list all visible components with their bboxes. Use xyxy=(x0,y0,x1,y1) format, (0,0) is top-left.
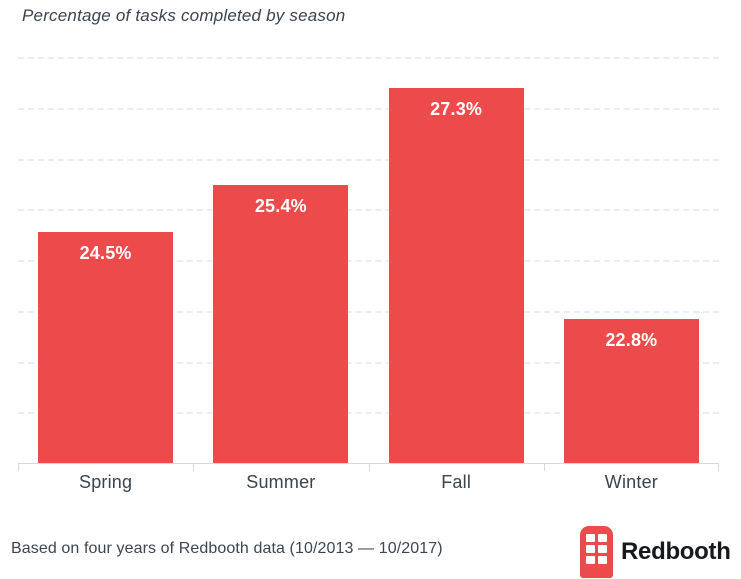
bar-value-label: 27.3% xyxy=(430,99,483,119)
bar-spring: 24.5% xyxy=(38,232,174,463)
gridline xyxy=(18,260,719,262)
bar-summer: 25.4% xyxy=(213,185,349,463)
x-axis-label-fall: Fall xyxy=(441,472,472,492)
bar-value-label: 24.5% xyxy=(79,243,132,263)
x-axis-labels: Spring Summer Fall Winter xyxy=(18,472,719,493)
gridline xyxy=(18,107,719,110)
bar-cell-winter: 22.8% xyxy=(544,57,719,463)
gridline xyxy=(18,158,719,161)
axis-tick xyxy=(718,463,719,471)
bar-value-label: 22.8% xyxy=(605,330,658,350)
axis-tick xyxy=(18,463,19,471)
gridline xyxy=(18,209,719,212)
axis-tick xyxy=(369,463,370,471)
gridline xyxy=(18,57,719,59)
gridline xyxy=(18,361,719,364)
x-axis-label-spring: Spring xyxy=(79,472,133,492)
bar-winter: 22.8% xyxy=(563,319,699,463)
bar-cell-fall: 27.3% xyxy=(369,57,544,463)
brand-lockup: Redbooth xyxy=(580,526,731,578)
bar-value-label: 25.4% xyxy=(254,196,307,216)
footer-caption: Based on four years of Redbooth data (10… xyxy=(11,540,443,557)
bar-cell-summer: 25.4% xyxy=(193,57,368,463)
redbooth-booth-icon xyxy=(580,526,613,578)
plot-area: 24.5% 25.4% 27.3% 22.8% xyxy=(18,57,719,471)
axis-tick xyxy=(193,463,194,471)
bar-fall: 27.3% xyxy=(388,88,524,463)
bar-cell-spring: 24.5% xyxy=(18,57,193,463)
x-axis-label-winter: Winter xyxy=(604,472,658,492)
brand-wordmark: Redbooth xyxy=(621,538,731,565)
booth-windows xyxy=(586,534,607,564)
bar-series: 24.5% 25.4% 27.3% 22.8% xyxy=(18,57,719,463)
gridline xyxy=(18,310,719,313)
chart-title: Percentage of tasks completed by season xyxy=(22,6,346,25)
gridline xyxy=(18,412,719,415)
x-axis-label-summer: Summer xyxy=(246,472,316,492)
axis-tick xyxy=(544,463,545,471)
